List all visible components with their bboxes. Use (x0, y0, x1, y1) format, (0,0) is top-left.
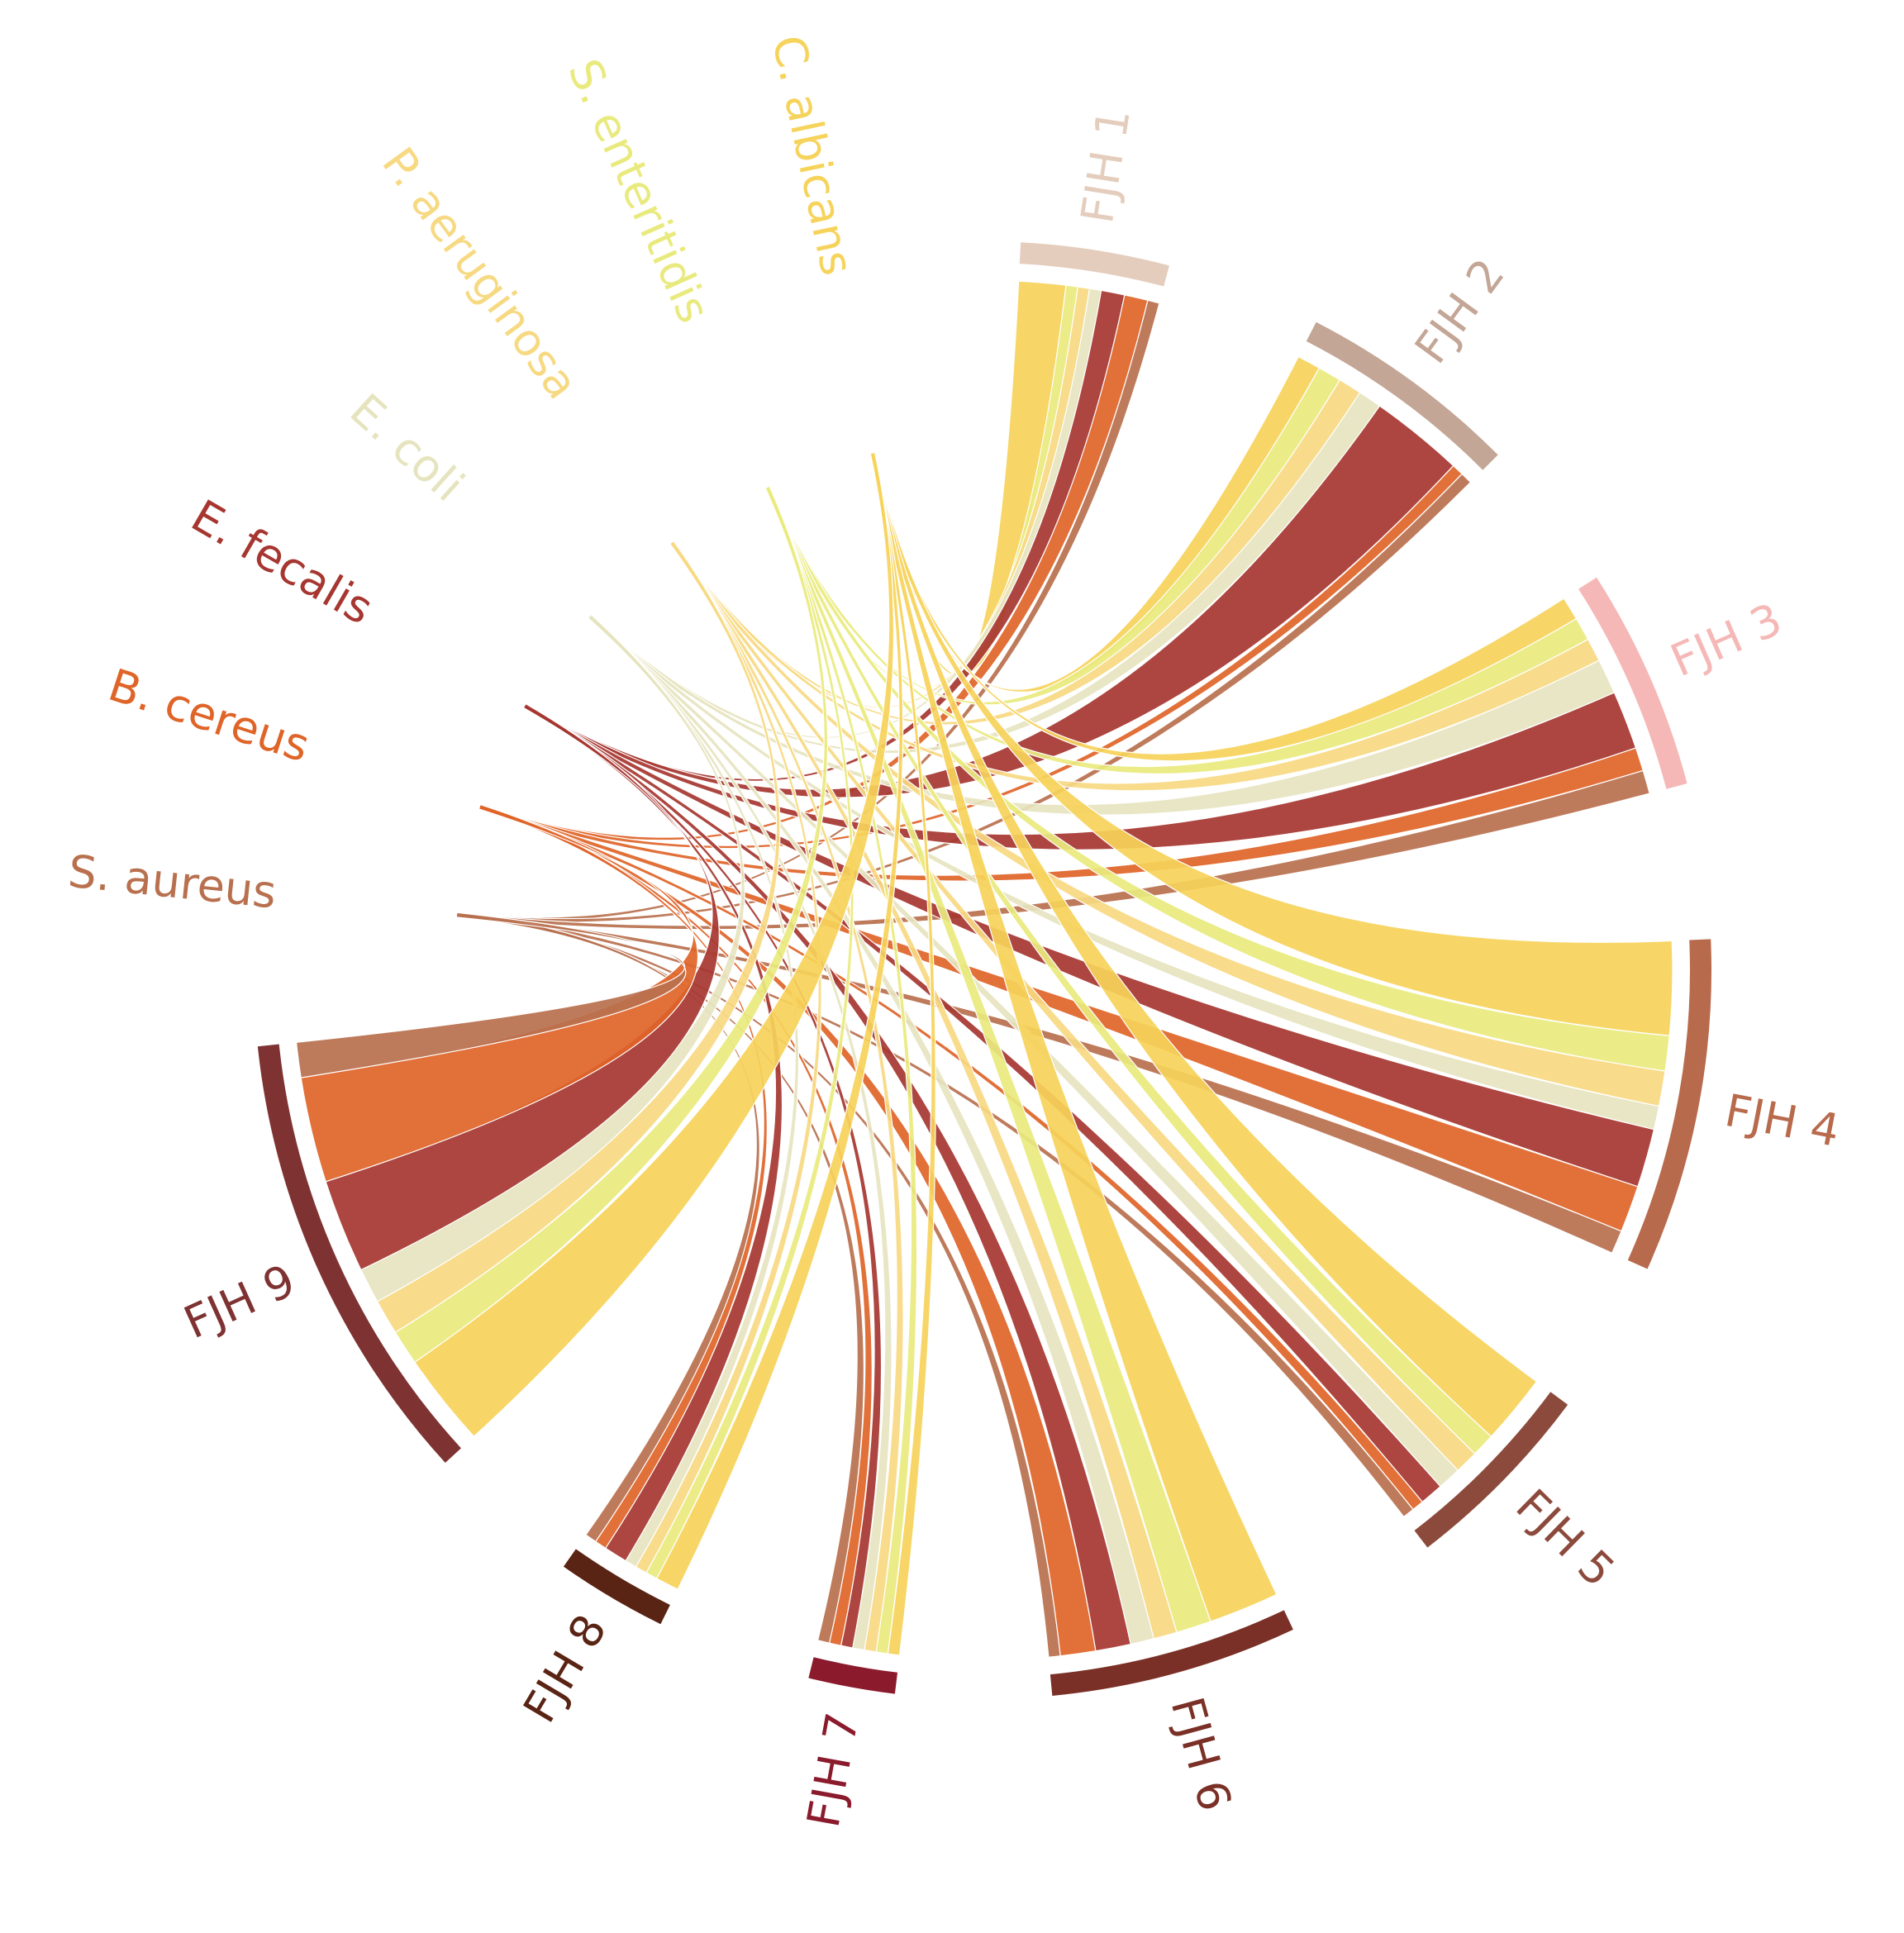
group-label: FJH 3 (1663, 593, 1789, 688)
target-label: S. enteritidis (558, 51, 720, 330)
target-label: P. aeruginosa (372, 138, 588, 408)
group-arc (563, 1549, 670, 1625)
group-label: FJH 9 (176, 1255, 302, 1350)
group-arc (257, 1044, 461, 1463)
group-label: FJH 1 (1071, 105, 1140, 226)
group-arc (1306, 321, 1498, 470)
target-label: E. fecalis (183, 490, 382, 635)
group-arc (1578, 577, 1687, 789)
group-label: FJH 6 (1161, 1692, 1242, 1816)
group-arc (1050, 1610, 1293, 1696)
group-arc (1627, 939, 1712, 1269)
ribbon (413, 451, 894, 1438)
group-arc (1414, 1392, 1568, 1548)
group-label: FJH 4 (1721, 1084, 1844, 1157)
target-label: E. coli (340, 383, 474, 512)
arcs (257, 242, 1712, 1696)
group-arc (1019, 242, 1169, 287)
target-label: S. aureus (66, 845, 279, 919)
ribbon (394, 485, 829, 1364)
group-label: FJH 2 (1405, 250, 1515, 374)
target-label: B. cereus (102, 659, 316, 772)
ribbons (295, 280, 1673, 1658)
group-label: FJH 8 (513, 1606, 616, 1731)
group-label: FJH 5 (1506, 1479, 1624, 1597)
ribbon (455, 912, 760, 1543)
group-label: FJH 7 (797, 1709, 869, 1831)
group-arc (808, 1657, 898, 1694)
target-label: C. albicans (762, 31, 864, 279)
ribbon (295, 912, 687, 1078)
